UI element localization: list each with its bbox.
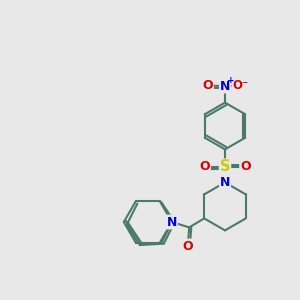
Text: N: N: [167, 215, 177, 229]
Text: +: +: [227, 76, 235, 85]
Text: O: O: [199, 160, 210, 173]
Text: N: N: [220, 80, 230, 93]
Text: O: O: [202, 79, 213, 92]
Text: O: O: [182, 239, 193, 253]
Text: N: N: [220, 176, 230, 189]
Text: O⁻: O⁻: [232, 79, 249, 92]
Text: O: O: [240, 160, 251, 173]
Text: S: S: [220, 159, 230, 174]
